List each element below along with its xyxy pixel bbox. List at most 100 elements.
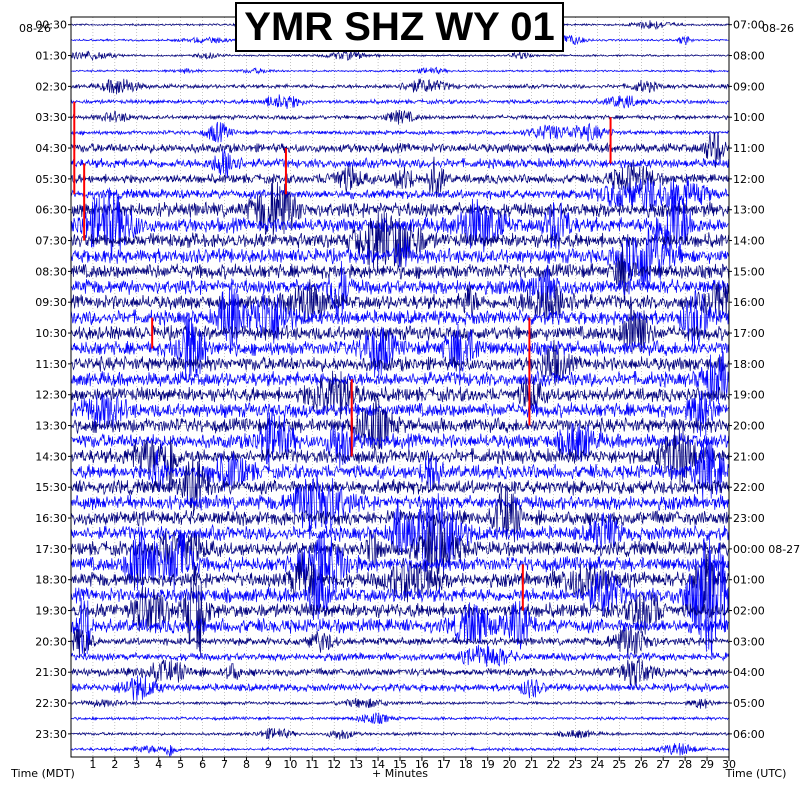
- x-tick-label: 4: [155, 758, 162, 771]
- right-time-label: 19:00: [733, 389, 765, 402]
- x-tick-label: 13: [349, 758, 363, 771]
- x-tick-label: 26: [634, 758, 648, 771]
- left-axis-label: Time (MDT): [10, 767, 75, 780]
- left-time-label: 02:30: [35, 80, 67, 93]
- trace-line: [70, 675, 729, 701]
- right-time-label: 11:00: [733, 142, 765, 155]
- x-tick-label: 14: [371, 758, 385, 771]
- right-time-label: 22:00: [733, 481, 765, 494]
- trace-line: [70, 187, 729, 259]
- right-time-label: 21:00: [733, 450, 765, 463]
- trace-line: [70, 698, 729, 709]
- x-tick-label: 29: [700, 758, 714, 771]
- right-time-label: 06:00: [733, 728, 765, 741]
- trace-line: [70, 644, 729, 667]
- x-tick-label: 30: [722, 758, 736, 771]
- left-time-label: 22:30: [35, 697, 67, 710]
- left-time-label: 16:30: [35, 512, 67, 525]
- x-tick-label: 23: [568, 758, 582, 771]
- right-time-label: 16:00: [733, 296, 765, 309]
- trace-line: [70, 370, 729, 420]
- x-tick-label: 9: [265, 758, 272, 771]
- x-axis-ticks: 1 2 3 4 5 6 7 8 9 10 11 12 13 14 15 16 17 18 19 20 21 22 23 24 2…: [89, 757, 736, 771]
- x-tick-label: 19: [481, 758, 495, 771]
- trace-line: [70, 626, 729, 659]
- x-tick-label: 5: [177, 758, 184, 771]
- right-time-label: 07:00: [733, 19, 765, 32]
- x-axis-label: + Minutes: [372, 767, 428, 780]
- trace-line: [70, 564, 729, 658]
- trace-line: [70, 176, 729, 215]
- x-tick-label: 3: [133, 758, 140, 771]
- x-tick-label: 20: [503, 758, 517, 771]
- left-time-label: 19:30: [35, 605, 67, 618]
- right-time-label: 14:00: [733, 235, 765, 248]
- trace-line: [70, 131, 729, 168]
- trace-line: [70, 109, 729, 125]
- x-tick-label: 27: [656, 758, 670, 771]
- trace-line: [70, 712, 729, 725]
- right-time-label: 08:00: [733, 50, 765, 63]
- right-time-label: 15:00: [733, 265, 765, 278]
- trace-line: [70, 398, 729, 450]
- left-time-label: 20:30: [35, 635, 67, 648]
- right-time-label: 04:00: [733, 666, 765, 679]
- x-tick-label: 22: [547, 758, 561, 771]
- right-time-label: 20:00: [733, 420, 765, 433]
- right-time-label: 01:00: [733, 574, 765, 587]
- trace-line: [70, 94, 729, 110]
- date-label-right: 08-26: [762, 22, 794, 35]
- left-time-label: 14:30: [35, 450, 67, 463]
- x-tick-label: 2: [111, 758, 118, 771]
- x-tick-label: 24: [590, 758, 604, 771]
- x-tick-label: 16: [415, 758, 429, 771]
- trace-line: [70, 526, 729, 595]
- trace-line: [70, 50, 729, 62]
- trace-line: [70, 351, 729, 405]
- left-time-label: 18:30: [35, 574, 67, 587]
- trace-line: [70, 470, 729, 533]
- left-time-label: 01:30: [35, 50, 67, 63]
- right-time-labels: 07:00 08:00 09:00 10:00 11:00 12:00 13:00 14:00…: [729, 19, 800, 741]
- trace-line: [70, 438, 729, 500]
- trace-line: [70, 312, 729, 380]
- right-time-label: 00:00 08-27: [733, 543, 800, 556]
- trace-line: [70, 597, 729, 655]
- trace-line: [70, 457, 729, 516]
- x-tick-label: 10: [283, 758, 297, 771]
- left-time-label: 17:30: [35, 543, 67, 556]
- trace-line: [70, 727, 729, 740]
- right-time-label: 02:00: [733, 605, 765, 618]
- right-time-label: 23:00: [733, 512, 765, 525]
- trace-line: [70, 227, 729, 291]
- trace-line: [70, 278, 729, 355]
- x-tick-label: 11: [305, 758, 319, 771]
- x-tick-label: 7: [221, 758, 228, 771]
- clipped-signal-marks: [73, 101, 612, 611]
- right-time-label: 17:00: [733, 327, 765, 340]
- trace-line: [70, 177, 729, 236]
- left-time-label: 05:30: [35, 173, 67, 186]
- x-tick-label: 12: [327, 758, 341, 771]
- left-time-label: 21:30: [35, 666, 67, 679]
- x-tick-label: 18: [459, 758, 473, 771]
- left-time-label: 08:30: [35, 265, 67, 278]
- left-time-label: 09:30: [35, 296, 67, 309]
- trace-line: [70, 549, 729, 611]
- x-tick-label: 8: [243, 758, 250, 771]
- left-time-label: 13:30: [35, 420, 67, 433]
- x-tick-label: 21: [525, 758, 539, 771]
- seismic-traces: [70, 19, 729, 757]
- x-tick-label: 15: [393, 758, 407, 771]
- trace-line: [70, 303, 729, 354]
- trace-line: [70, 657, 729, 688]
- date-label-left: 08-26: [19, 22, 51, 35]
- right-time-label: 12:00: [733, 173, 765, 186]
- x-tick-label: 25: [612, 758, 626, 771]
- trace-line: [70, 66, 729, 75]
- station-title-box: YMR SHZ WY 01: [235, 2, 564, 52]
- right-time-label: 13:00: [733, 204, 765, 217]
- trace-line: [70, 246, 729, 302]
- left-time-label: 07:30: [35, 235, 67, 248]
- left-time-label: 11:30: [35, 358, 67, 371]
